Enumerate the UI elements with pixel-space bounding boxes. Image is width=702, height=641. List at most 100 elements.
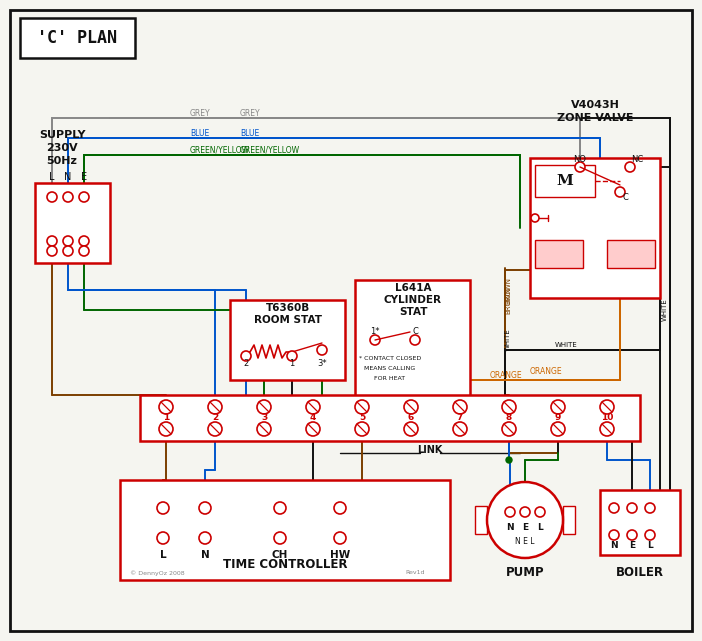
Text: GREEN/YELLOW: GREEN/YELLOW: [240, 146, 300, 154]
Circle shape: [47, 246, 57, 256]
Bar: [535, 240, 583, 268]
Text: 7: 7: [457, 413, 463, 422]
Text: N: N: [65, 172, 72, 182]
Circle shape: [47, 236, 57, 246]
Text: ORANGE: ORANGE: [490, 370, 522, 379]
Text: L641A: L641A: [395, 283, 431, 293]
Circle shape: [506, 457, 512, 463]
Circle shape: [287, 351, 297, 361]
Text: GREY: GREY: [190, 108, 211, 117]
Text: NC: NC: [631, 156, 643, 165]
Circle shape: [257, 422, 271, 436]
Text: 230V: 230V: [46, 143, 78, 153]
Text: E: E: [81, 172, 87, 182]
Circle shape: [274, 532, 286, 544]
Bar: [20, 18, 135, 58]
Text: BROWN: BROWN: [505, 287, 511, 313]
Text: 50Hz: 50Hz: [46, 156, 77, 166]
Text: 1: 1: [163, 413, 169, 422]
Text: T6360B: T6360B: [266, 303, 310, 313]
Text: N: N: [610, 540, 618, 549]
Circle shape: [159, 422, 173, 436]
Text: L: L: [537, 524, 543, 533]
Text: SUPPLY: SUPPLY: [39, 130, 85, 140]
Text: C: C: [412, 328, 418, 337]
Circle shape: [208, 422, 222, 436]
Text: 2: 2: [244, 358, 249, 367]
Circle shape: [159, 400, 173, 414]
Bar: [35, 183, 110, 263]
Circle shape: [199, 502, 211, 514]
Text: © DennyOz 2008: © DennyOz 2008: [130, 570, 185, 576]
Text: NO: NO: [574, 156, 586, 165]
Text: 4: 4: [310, 413, 316, 422]
Text: N: N: [201, 550, 209, 560]
Circle shape: [505, 507, 515, 517]
Text: 3: 3: [261, 413, 267, 422]
Circle shape: [355, 400, 369, 414]
Bar: [530, 158, 660, 298]
Circle shape: [317, 345, 327, 355]
Circle shape: [575, 162, 585, 172]
Circle shape: [79, 246, 89, 256]
Circle shape: [531, 214, 539, 222]
Text: Rev1d: Rev1d: [405, 570, 425, 576]
Bar: [563, 506, 575, 534]
Bar: [607, 240, 655, 268]
Circle shape: [535, 507, 545, 517]
Circle shape: [487, 482, 563, 558]
Circle shape: [645, 503, 655, 513]
Text: 'C' PLAN: 'C' PLAN: [37, 29, 117, 47]
Text: 1: 1: [289, 358, 295, 367]
Text: CYLINDER: CYLINDER: [384, 295, 442, 305]
Circle shape: [157, 502, 169, 514]
Circle shape: [404, 400, 418, 414]
Circle shape: [257, 400, 271, 414]
Text: WHITE: WHITE: [505, 329, 511, 351]
Circle shape: [334, 502, 346, 514]
Text: L: L: [49, 172, 55, 182]
Text: 10: 10: [601, 413, 613, 422]
Circle shape: [63, 246, 73, 256]
Circle shape: [627, 530, 637, 540]
Circle shape: [355, 422, 369, 436]
Circle shape: [609, 530, 619, 540]
Text: MEANS CALLING: MEANS CALLING: [364, 365, 416, 370]
Text: ZONE VALVE: ZONE VALVE: [557, 113, 633, 123]
Circle shape: [157, 532, 169, 544]
Circle shape: [609, 503, 619, 513]
Circle shape: [47, 192, 57, 202]
Circle shape: [306, 422, 320, 436]
Circle shape: [502, 422, 516, 436]
Circle shape: [404, 422, 418, 436]
Circle shape: [551, 400, 565, 414]
Text: TIME CONTROLLER: TIME CONTROLLER: [223, 558, 347, 572]
Bar: [535, 165, 595, 197]
Bar: [120, 480, 450, 580]
Text: STAT: STAT: [399, 307, 428, 317]
Text: V4043H: V4043H: [571, 100, 619, 110]
Circle shape: [627, 503, 637, 513]
Text: WHITE: WHITE: [662, 299, 668, 321]
Circle shape: [241, 351, 251, 361]
Circle shape: [274, 502, 286, 514]
Circle shape: [63, 192, 73, 202]
Text: 9: 9: [555, 413, 561, 422]
Circle shape: [79, 236, 89, 246]
Text: L: L: [159, 550, 166, 560]
Text: E: E: [522, 524, 528, 533]
Circle shape: [306, 400, 320, 414]
Text: 1*: 1*: [370, 328, 380, 337]
Circle shape: [625, 162, 635, 172]
Text: * CONTACT CLOSED: * CONTACT CLOSED: [359, 356, 421, 360]
Text: L: L: [647, 540, 653, 549]
Text: HW: HW: [330, 550, 350, 560]
Circle shape: [79, 192, 89, 202]
Circle shape: [551, 422, 565, 436]
Circle shape: [370, 335, 380, 345]
Text: N: N: [506, 524, 514, 533]
Circle shape: [645, 530, 655, 540]
Bar: [355, 280, 470, 410]
Text: ORANGE: ORANGE: [530, 367, 562, 376]
Bar: [600, 490, 680, 555]
